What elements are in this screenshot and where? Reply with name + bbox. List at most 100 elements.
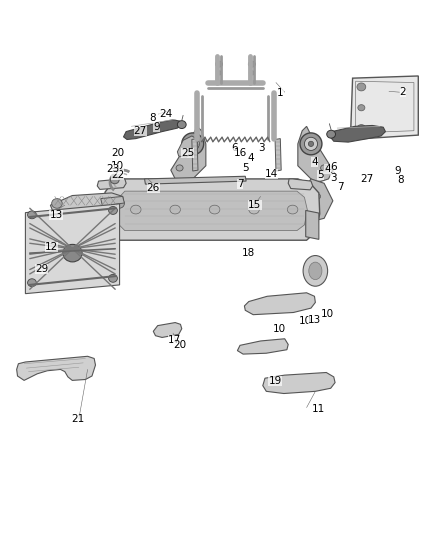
Polygon shape bbox=[350, 76, 418, 140]
Text: 3: 3 bbox=[330, 173, 337, 183]
Text: 18: 18 bbox=[242, 248, 255, 259]
Ellipse shape bbox=[248, 61, 255, 67]
Polygon shape bbox=[177, 136, 198, 157]
Text: 8: 8 bbox=[397, 175, 404, 185]
Text: 20: 20 bbox=[173, 341, 186, 350]
Polygon shape bbox=[50, 193, 124, 211]
Text: 2: 2 bbox=[399, 87, 406, 97]
Polygon shape bbox=[298, 126, 333, 183]
Polygon shape bbox=[124, 120, 182, 140]
Polygon shape bbox=[288, 179, 313, 190]
Ellipse shape bbox=[209, 205, 220, 214]
Ellipse shape bbox=[215, 61, 223, 67]
Text: 4: 4 bbox=[311, 157, 318, 167]
Ellipse shape bbox=[249, 205, 259, 214]
Ellipse shape bbox=[114, 199, 124, 208]
Text: 1: 1 bbox=[277, 88, 284, 99]
Ellipse shape bbox=[63, 245, 82, 262]
Ellipse shape bbox=[308, 141, 314, 147]
Ellipse shape bbox=[358, 104, 365, 111]
Ellipse shape bbox=[314, 194, 321, 199]
Ellipse shape bbox=[109, 274, 117, 282]
Polygon shape bbox=[306, 211, 319, 239]
Polygon shape bbox=[192, 139, 198, 171]
Text: 7: 7 bbox=[337, 182, 344, 192]
Polygon shape bbox=[100, 211, 115, 239]
Ellipse shape bbox=[176, 165, 183, 171]
Text: 11: 11 bbox=[312, 404, 325, 414]
Ellipse shape bbox=[287, 205, 298, 214]
Text: 25: 25 bbox=[181, 149, 194, 158]
Ellipse shape bbox=[304, 138, 318, 150]
Text: 3: 3 bbox=[258, 143, 265, 154]
Text: 5: 5 bbox=[242, 163, 249, 173]
Ellipse shape bbox=[357, 125, 366, 133]
Text: 24: 24 bbox=[159, 109, 172, 119]
Polygon shape bbox=[145, 176, 246, 184]
Text: 27: 27 bbox=[360, 174, 374, 184]
Text: 23: 23 bbox=[106, 164, 120, 174]
Ellipse shape bbox=[182, 133, 204, 155]
Text: 26: 26 bbox=[147, 183, 160, 192]
Text: 7: 7 bbox=[237, 179, 244, 189]
Text: 9: 9 bbox=[153, 122, 160, 132]
Text: 4: 4 bbox=[324, 164, 331, 174]
Text: 13: 13 bbox=[308, 315, 321, 325]
Ellipse shape bbox=[249, 71, 254, 75]
Text: 14: 14 bbox=[265, 168, 278, 179]
Ellipse shape bbox=[321, 165, 328, 171]
Ellipse shape bbox=[309, 262, 322, 280]
Polygon shape bbox=[101, 197, 124, 206]
Text: 27: 27 bbox=[134, 126, 147, 136]
Text: 29: 29 bbox=[35, 264, 48, 273]
Text: 13: 13 bbox=[49, 210, 63, 220]
Polygon shape bbox=[171, 179, 206, 223]
Ellipse shape bbox=[109, 206, 117, 214]
Polygon shape bbox=[25, 204, 120, 294]
Text: 4: 4 bbox=[247, 153, 254, 163]
Ellipse shape bbox=[131, 205, 141, 214]
Ellipse shape bbox=[327, 130, 336, 138]
Polygon shape bbox=[171, 126, 206, 183]
Polygon shape bbox=[263, 373, 335, 393]
Ellipse shape bbox=[52, 199, 62, 208]
Ellipse shape bbox=[357, 83, 366, 91]
Ellipse shape bbox=[110, 176, 119, 184]
Text: 17: 17 bbox=[168, 335, 181, 345]
Ellipse shape bbox=[300, 133, 322, 155]
Ellipse shape bbox=[170, 205, 180, 214]
Ellipse shape bbox=[190, 141, 195, 147]
Polygon shape bbox=[244, 293, 315, 314]
Polygon shape bbox=[17, 356, 95, 381]
Ellipse shape bbox=[177, 120, 186, 128]
Polygon shape bbox=[153, 322, 182, 337]
Polygon shape bbox=[237, 339, 288, 354]
Ellipse shape bbox=[186, 138, 199, 150]
Text: 19: 19 bbox=[268, 376, 282, 386]
Text: 10: 10 bbox=[273, 324, 286, 334]
Text: 20: 20 bbox=[112, 149, 125, 158]
Text: 8: 8 bbox=[149, 114, 156, 124]
Ellipse shape bbox=[216, 71, 222, 75]
Ellipse shape bbox=[303, 255, 328, 286]
Text: 6: 6 bbox=[231, 143, 238, 154]
Ellipse shape bbox=[301, 194, 307, 199]
Text: 10: 10 bbox=[321, 309, 334, 319]
Text: 12: 12 bbox=[45, 242, 58, 252]
Text: 15: 15 bbox=[248, 200, 261, 210]
Polygon shape bbox=[101, 179, 320, 240]
Text: 5: 5 bbox=[317, 171, 324, 180]
Polygon shape bbox=[298, 179, 333, 223]
Text: 6: 6 bbox=[330, 161, 337, 172]
Polygon shape bbox=[97, 179, 126, 189]
Ellipse shape bbox=[28, 211, 36, 219]
Text: 9: 9 bbox=[394, 166, 401, 176]
Text: 21: 21 bbox=[71, 414, 85, 424]
Text: 10: 10 bbox=[111, 161, 124, 171]
Ellipse shape bbox=[196, 194, 202, 199]
Text: 22: 22 bbox=[111, 169, 124, 180]
Text: 10: 10 bbox=[299, 316, 312, 326]
Polygon shape bbox=[116, 191, 307, 231]
Polygon shape bbox=[330, 125, 385, 142]
Polygon shape bbox=[275, 139, 281, 171]
